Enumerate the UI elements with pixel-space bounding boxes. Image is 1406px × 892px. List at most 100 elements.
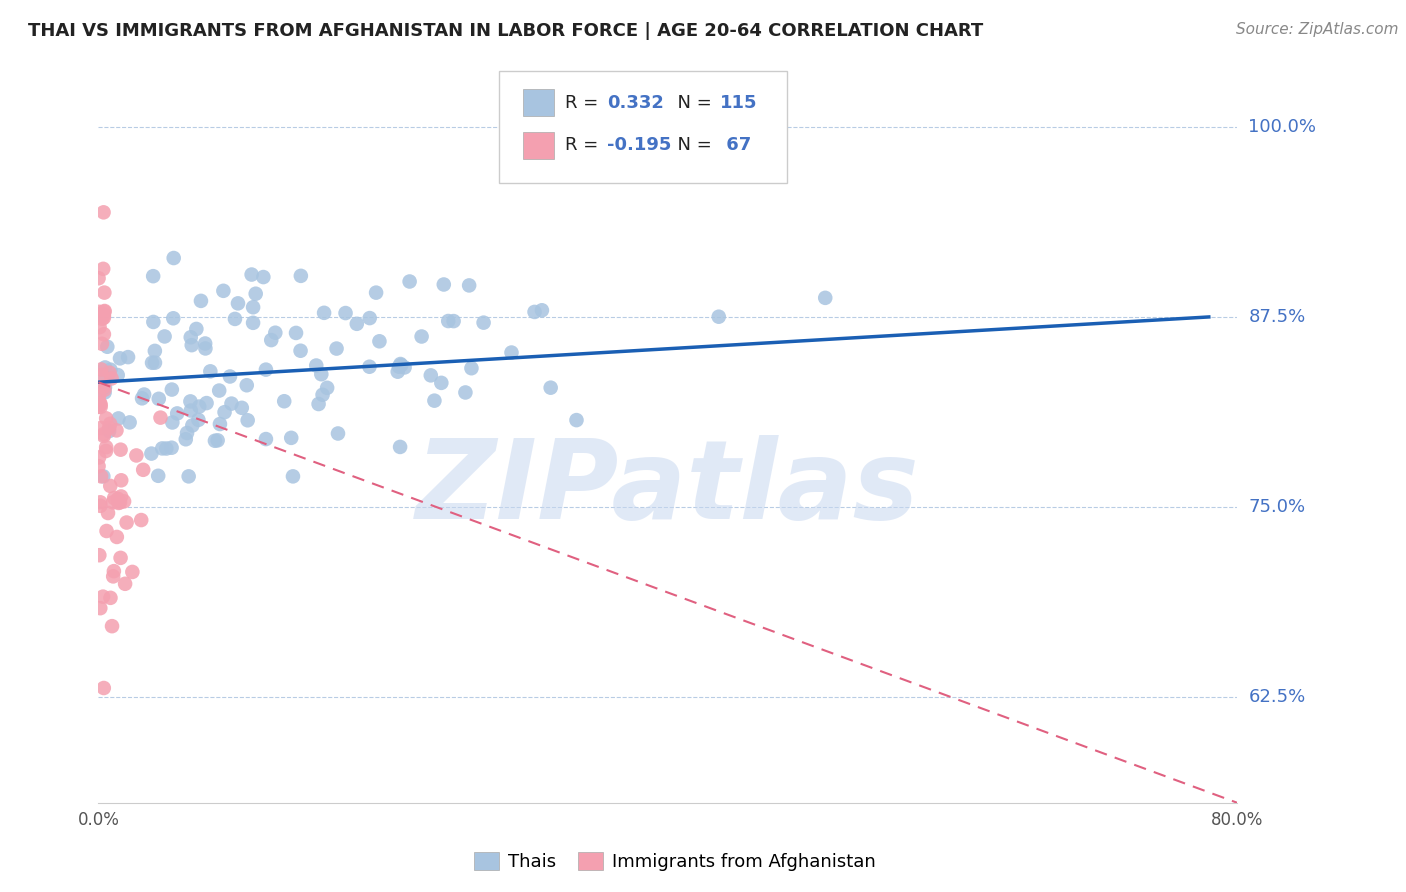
Point xyxy=(186,322,208,336)
Point xyxy=(131,392,153,406)
Point xyxy=(398,275,420,289)
Text: R =: R = xyxy=(565,94,605,112)
Point xyxy=(101,495,124,509)
Point xyxy=(103,569,125,583)
Point xyxy=(454,385,477,400)
Text: 75.0%: 75.0% xyxy=(1249,498,1306,516)
Point xyxy=(472,316,495,330)
Point xyxy=(389,440,412,454)
Point xyxy=(242,300,264,314)
Point xyxy=(430,376,453,390)
Point xyxy=(143,343,166,358)
Point xyxy=(176,425,198,440)
Point xyxy=(96,340,118,354)
Point xyxy=(107,368,129,382)
Point xyxy=(207,434,229,448)
Point xyxy=(100,591,122,605)
Point xyxy=(443,314,465,328)
Point xyxy=(460,361,482,376)
Point xyxy=(90,362,112,376)
Point xyxy=(89,499,111,513)
Point xyxy=(285,326,308,340)
Point xyxy=(110,442,132,457)
Point xyxy=(103,564,125,578)
Point xyxy=(115,516,138,530)
Point xyxy=(93,427,115,442)
Point xyxy=(93,380,115,394)
Point xyxy=(89,320,111,334)
Point xyxy=(565,413,588,427)
Point xyxy=(121,565,143,579)
Point xyxy=(107,411,129,425)
Point xyxy=(540,381,562,395)
Point xyxy=(90,400,112,414)
Point xyxy=(91,311,114,326)
Point xyxy=(312,306,335,320)
Point xyxy=(394,360,416,375)
Point xyxy=(242,316,264,330)
Point xyxy=(325,342,347,356)
Point xyxy=(389,357,412,371)
Point xyxy=(311,368,333,382)
Point xyxy=(254,432,277,446)
Point xyxy=(389,358,412,372)
Point xyxy=(530,303,553,318)
Point xyxy=(195,396,218,410)
Text: 62.5%: 62.5% xyxy=(1249,688,1306,706)
Point xyxy=(98,417,121,431)
Point xyxy=(105,530,128,544)
Point xyxy=(93,385,115,400)
Point xyxy=(93,304,115,318)
Point xyxy=(105,423,128,437)
Point xyxy=(93,205,115,219)
Point xyxy=(260,333,283,347)
Point xyxy=(108,351,131,366)
Point xyxy=(93,308,115,322)
Point xyxy=(94,380,117,394)
Point xyxy=(214,405,236,419)
Point xyxy=(93,327,115,342)
Point xyxy=(190,293,212,308)
Point xyxy=(149,410,172,425)
Point xyxy=(155,442,177,456)
Point xyxy=(89,548,111,562)
Point xyxy=(316,381,339,395)
Point xyxy=(89,396,111,410)
Point xyxy=(118,416,141,430)
Point xyxy=(180,403,202,417)
Point xyxy=(89,495,111,509)
Text: 67: 67 xyxy=(720,136,751,154)
Point xyxy=(110,473,132,487)
Point xyxy=(226,296,249,310)
Text: Source: ZipAtlas.com: Source: ZipAtlas.com xyxy=(1236,22,1399,37)
Point xyxy=(162,416,184,430)
Point xyxy=(117,350,139,364)
Point xyxy=(177,469,200,483)
Point xyxy=(141,447,163,461)
Point xyxy=(87,459,110,474)
Point xyxy=(305,359,328,373)
Point xyxy=(411,329,433,343)
Point xyxy=(368,334,391,349)
Point xyxy=(160,441,183,455)
Point xyxy=(101,619,124,633)
Point xyxy=(150,442,173,456)
Point xyxy=(814,291,837,305)
Point xyxy=(143,356,166,370)
Point xyxy=(89,305,111,319)
Point xyxy=(174,432,197,446)
Text: ZIPatlas: ZIPatlas xyxy=(416,435,920,542)
Text: 87.5%: 87.5% xyxy=(1249,308,1306,326)
Point xyxy=(240,268,263,282)
Point xyxy=(264,326,287,340)
Point xyxy=(114,576,136,591)
Point xyxy=(245,286,267,301)
Point xyxy=(148,392,170,406)
Point xyxy=(93,429,115,443)
Point xyxy=(94,411,117,425)
Point xyxy=(100,371,122,385)
Point xyxy=(90,469,112,483)
Point xyxy=(346,317,368,331)
Point xyxy=(98,424,121,438)
Point xyxy=(180,330,202,344)
